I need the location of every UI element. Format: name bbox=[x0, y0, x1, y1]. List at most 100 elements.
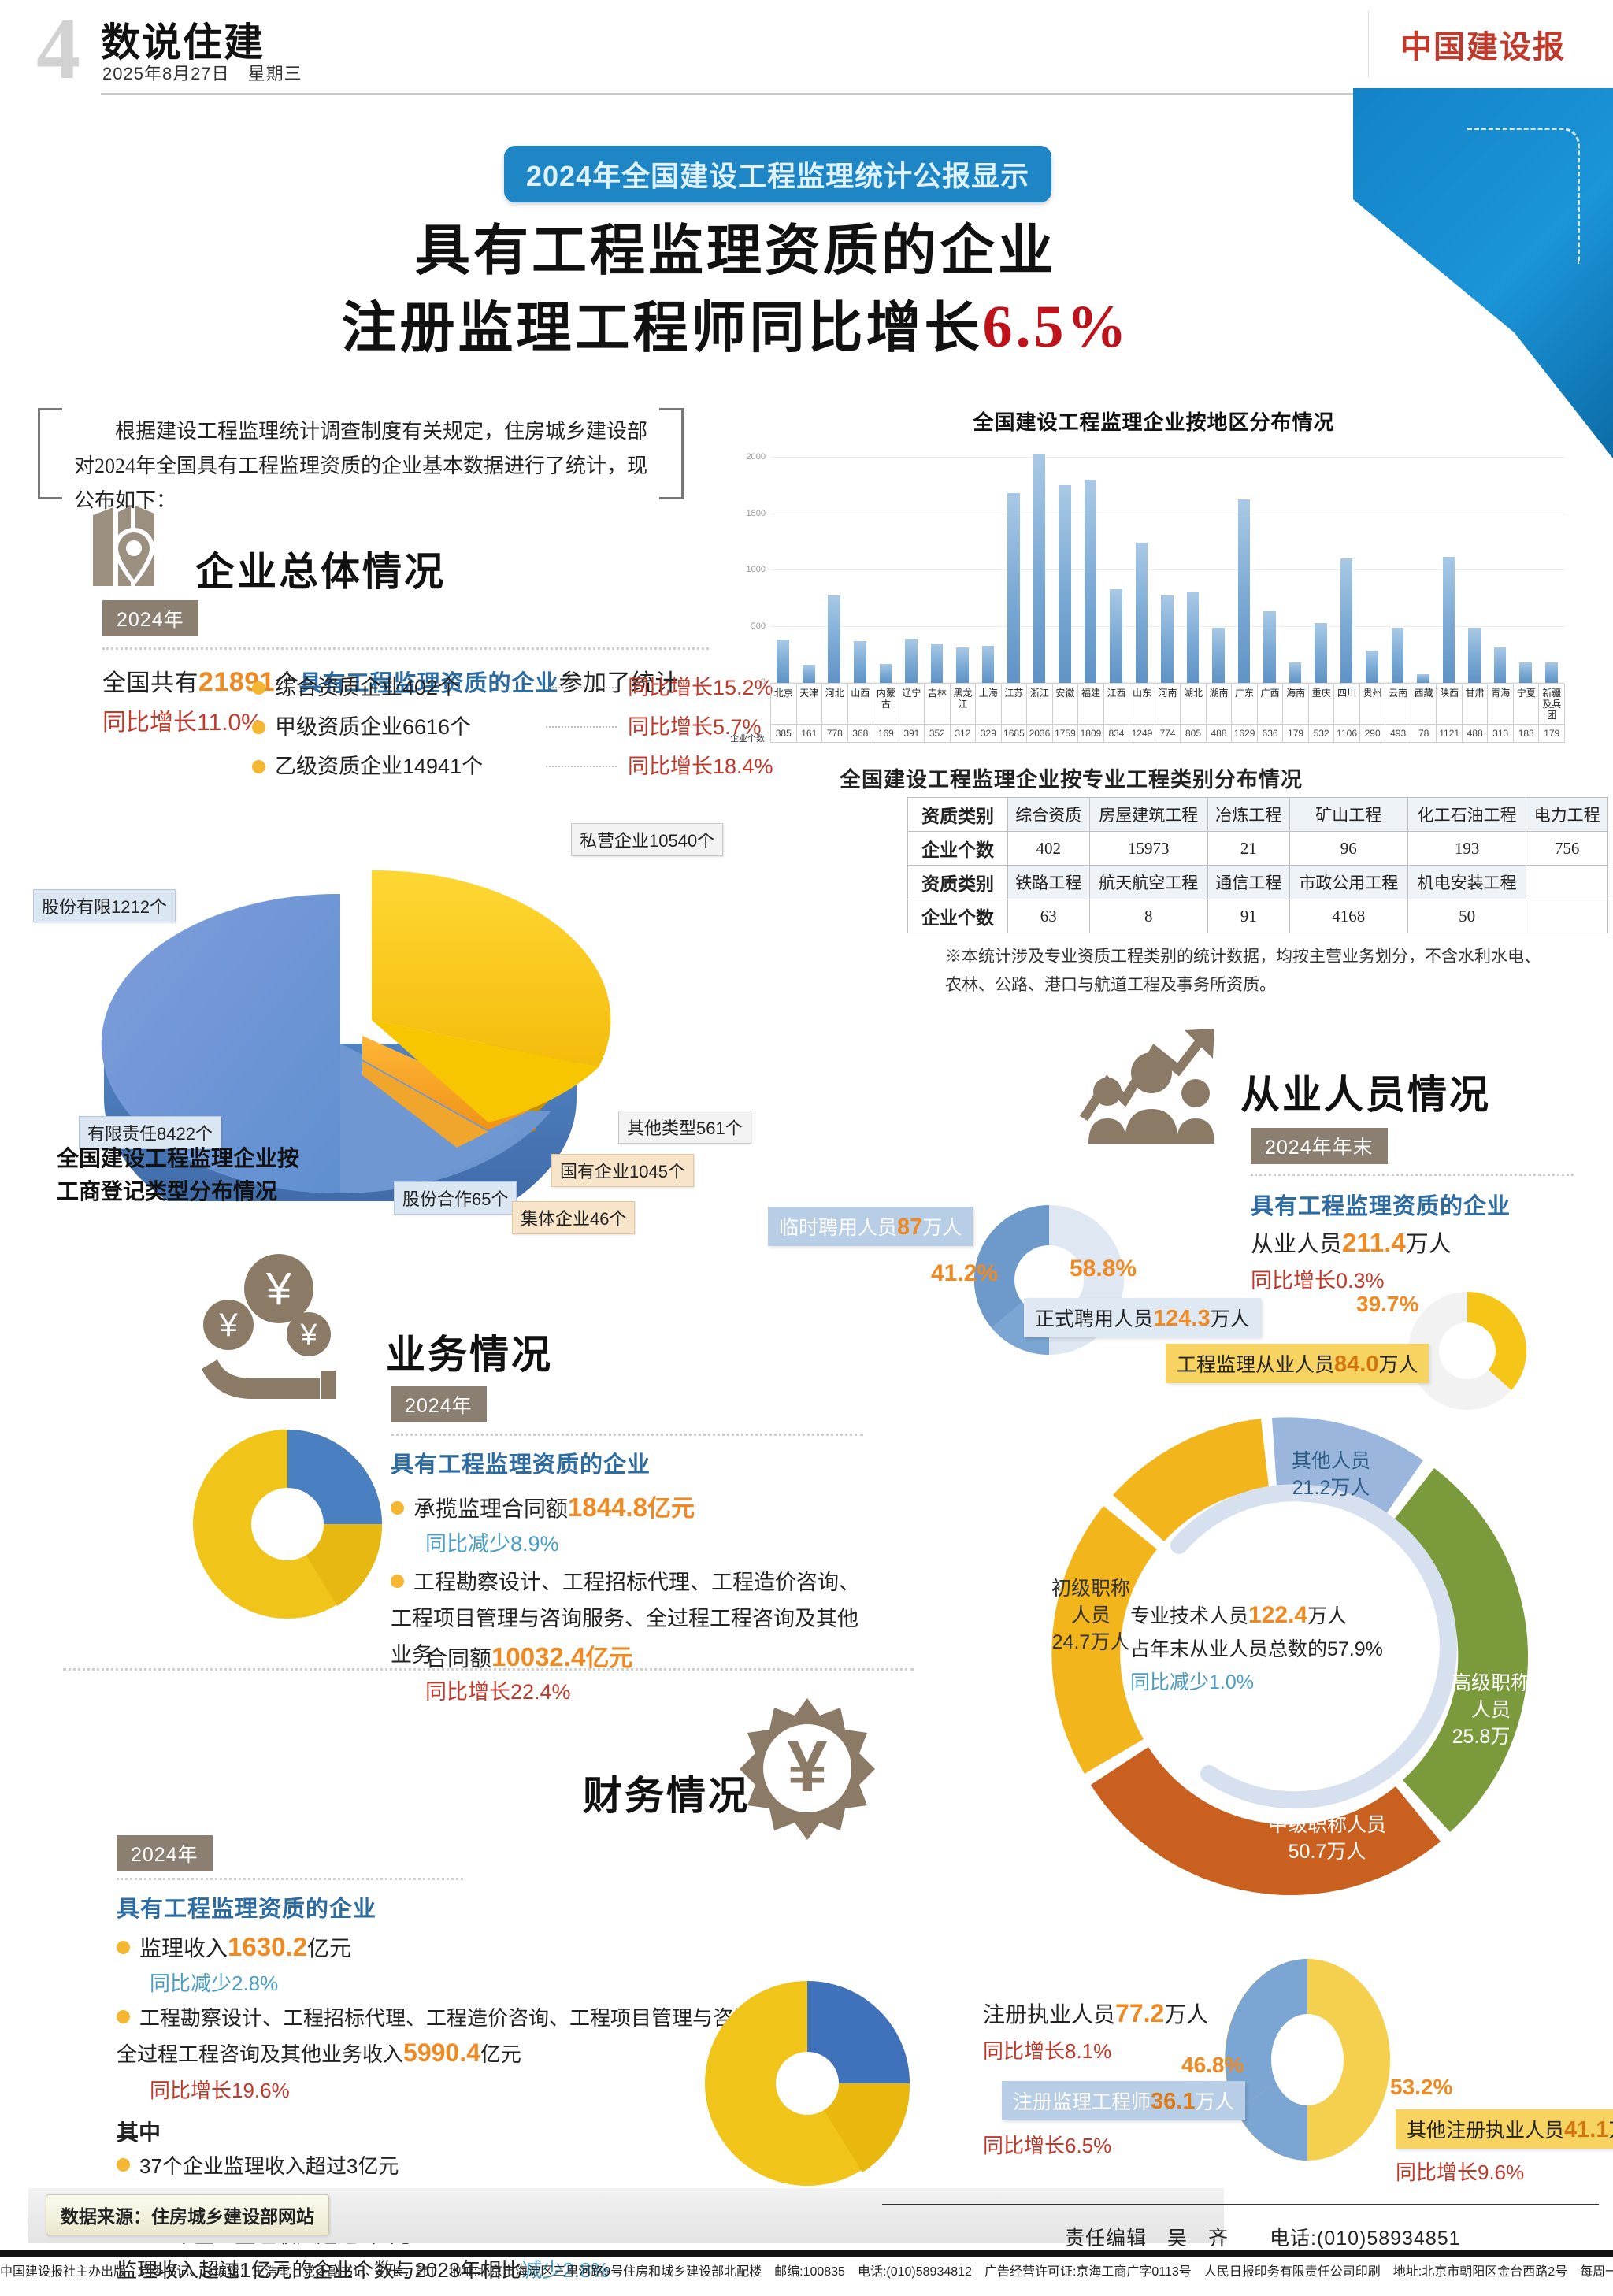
business-donut-chart bbox=[193, 1430, 383, 1619]
masthead-title: 数说住建 bbox=[101, 20, 265, 65]
employees-dot-divider bbox=[1251, 1174, 1574, 1176]
registered-other-label: 其他注册执业人员 bbox=[1407, 2120, 1565, 2142]
donut-center-text: 专业技术人员122.4万人 占年末从业人员总数的57.9% 同比减少1.0% bbox=[1130, 1599, 1445, 1699]
pie-label-collective: 集体企业46个 bbox=[512, 1201, 636, 1234]
x-axis-label: 湖北 bbox=[1181, 684, 1207, 724]
business-dot-divider bbox=[391, 1434, 863, 1436]
bar-value: 290 bbox=[1360, 725, 1386, 742]
editor-phone: 电话:(010)58934851 bbox=[1270, 2227, 1461, 2250]
employees-total-change: 同比增长0.3% bbox=[1251, 1269, 1385, 1293]
bullet-dot-icon bbox=[252, 681, 265, 695]
table-cell-count: 96 bbox=[1289, 831, 1408, 866]
enterprise-qualified-label: 具有工程监理资质的企业 bbox=[298, 671, 559, 696]
table-cell-count: 91 bbox=[1207, 899, 1290, 933]
masthead: 4 数说住建 2025年8月27日 星期三 中国建设报 bbox=[0, 0, 1613, 95]
bar bbox=[1135, 542, 1148, 683]
x-axis-label: 贵州 bbox=[1360, 684, 1386, 724]
x-axis-label: 宁夏 bbox=[1514, 684, 1540, 724]
donut-label-mid-line2: 50.7万人 bbox=[1288, 1841, 1366, 1863]
leader-line bbox=[546, 726, 617, 728]
building-icon bbox=[93, 506, 154, 586]
donut-label-junior-title: 初级职称 人员 24.7万人 bbox=[1032, 1575, 1150, 1656]
table-cell-count: 8 bbox=[1088, 899, 1208, 933]
enterprise-grade-change: 同比增长18.4% bbox=[628, 755, 773, 778]
x-axis-label: 江苏 bbox=[1002, 684, 1028, 724]
employment-formal-unit: 万人 bbox=[1210, 1308, 1250, 1330]
bar bbox=[1033, 454, 1046, 683]
donut-label-senior-line2: 人员 bbox=[1470, 1699, 1511, 1721]
employment-formal-label: 正式聘用人员 bbox=[1035, 1308, 1154, 1330]
x-axis-label: 福建 bbox=[1078, 684, 1104, 724]
bar-value: 1685 bbox=[1002, 725, 1028, 742]
table-cell-category: 化工石油工程 bbox=[1407, 797, 1527, 832]
bar-value: 532 bbox=[1309, 725, 1335, 742]
x-axis-label: 北京 bbox=[771, 684, 797, 724]
finance-bullet-2-unit: 亿元 bbox=[480, 2042, 521, 2066]
bar-value: 834 bbox=[1104, 725, 1130, 742]
x-axis-label: 内蒙古 bbox=[873, 684, 899, 724]
bar bbox=[1212, 628, 1225, 683]
registered-practitioner-donut bbox=[1225, 1959, 1390, 2161]
finance-among-item: 37个企业监理收入超过3亿元 bbox=[139, 2154, 399, 2178]
x-axis-label: 新疆及兵团 bbox=[1539, 684, 1565, 724]
bracket-right bbox=[659, 408, 684, 499]
registered-total-label: 注册执业人员 bbox=[983, 2002, 1116, 2027]
intro-text: 根据建设工程监理统计调查制度有关规定，住房城乡建设部对2024年全国具有工程监理… bbox=[74, 420, 648, 512]
table-cell-category: 矿山工程 bbox=[1289, 797, 1408, 832]
newspaper-logo: 中国建设报 bbox=[1368, 11, 1597, 77]
table-cell-count: 402 bbox=[1007, 831, 1090, 866]
registered-supervisor-number: 36.1 bbox=[1151, 2089, 1196, 2114]
enterprise-grade-change: 同比增长15.2% bbox=[628, 676, 773, 699]
business-bullet-1-change: 同比减少8.9% bbox=[425, 1532, 559, 1556]
registered-supervisor-chip: 注册监理工程师36.1万人 bbox=[1002, 2081, 1246, 2120]
svg-text:¥: ¥ bbox=[787, 1727, 827, 1807]
bar bbox=[1315, 623, 1327, 683]
table-row-header: 企业个数 bbox=[907, 899, 1008, 933]
table-cell-category: 电力工程 bbox=[1526, 797, 1608, 832]
table-row: 企业个数 402 15973 21 96 193 756 bbox=[907, 831, 1608, 866]
supervision-staff-label: 工程监理从业人员 bbox=[1177, 1354, 1335, 1376]
registered-supervisor-unit: 万人 bbox=[1195, 2091, 1235, 2113]
bar-value: 1106 bbox=[1334, 725, 1360, 742]
employment-temp-percent: 41.2% bbox=[931, 1260, 999, 1286]
employment-formal-number: 124.3 bbox=[1153, 1306, 1211, 1331]
table-row: 企业个数 63 8 91 4168 50 bbox=[907, 899, 1608, 933]
x-axis-label: 青海 bbox=[1488, 684, 1514, 724]
finance-top-divider bbox=[63, 1668, 914, 1671]
corner-dash-outline bbox=[1467, 128, 1580, 264]
pie-label-private: 私营企业10540个 bbox=[571, 823, 724, 856]
headline-line-2-prefix: 注册监理工程师同比增长 bbox=[341, 299, 983, 359]
employment-formal-percent: 58.8% bbox=[1070, 1256, 1137, 1282]
bar bbox=[802, 665, 815, 683]
donut-center-unit: 万人 bbox=[1307, 1605, 1348, 1627]
business-bullet-2-label: 工程勘察设计、工程招标代理、工程造价咨询、工程项目管理与咨询服务、全过程工程咨询… bbox=[391, 1571, 860, 1667]
bar-chart-plot-area: 0 500 1000 1500 2000 bbox=[747, 447, 1564, 687]
bar bbox=[981, 646, 995, 683]
intro-block: 根据建设工程监理统计调查制度有关规定，住房城乡建设部对2024年全国具有工程监理… bbox=[38, 408, 684, 512]
corner-decoration bbox=[1353, 88, 1613, 482]
leader-line bbox=[546, 687, 617, 688]
bar-value: 488 bbox=[1463, 725, 1489, 742]
category-table-title: 全国建设工程监理企业按专业工程类别分布情况 bbox=[840, 768, 1303, 792]
donut-center-line-3: 同比减少1.0% bbox=[1130, 1671, 1254, 1693]
finance-bullet-1-change: 同比减少2.8% bbox=[150, 1971, 279, 1995]
bar bbox=[828, 595, 841, 683]
bar-value: 1121 bbox=[1437, 725, 1463, 742]
table-cell-count: 4168 bbox=[1289, 899, 1408, 933]
pie-caption-line-2: 工商登记类型分布情况 bbox=[57, 1179, 278, 1204]
x-axis-label: 浙江 bbox=[1027, 684, 1053, 724]
finance-dot-divider bbox=[117, 1878, 463, 1880]
donut-label-mid-line1: 中级职称人员 bbox=[1267, 1814, 1386, 1836]
headline-line-1: 具有工程监理资质的企业 bbox=[415, 221, 1056, 282]
registered-total-line: 注册执业人员77.2万人 bbox=[983, 1997, 1208, 2029]
finance-bullet-1: 监理收入1630.2亿元 bbox=[117, 1931, 351, 1963]
bar bbox=[879, 663, 892, 683]
list-item: 乙级资质企业14941个 同比增长18.4% bbox=[252, 747, 773, 786]
donut-label-other-staff-line2: 21.2万人 bbox=[1292, 1477, 1370, 1499]
colophon: 中国建设报社主办出版 党委书记、总编辑：王浩雪 党委副书记、社长：韩Т 地址:北… bbox=[0, 2265, 1613, 2279]
x-axis-label: 四川 bbox=[1334, 684, 1360, 724]
table-cell-count: 63 bbox=[1007, 899, 1090, 933]
bar bbox=[1263, 611, 1276, 683]
pie-chart-caption: 全国建设工程监理企业按 工商登记类型分布情况 bbox=[57, 1142, 299, 1208]
headline-line-2: 注册监理工程师同比增长6.5% bbox=[0, 284, 1613, 363]
